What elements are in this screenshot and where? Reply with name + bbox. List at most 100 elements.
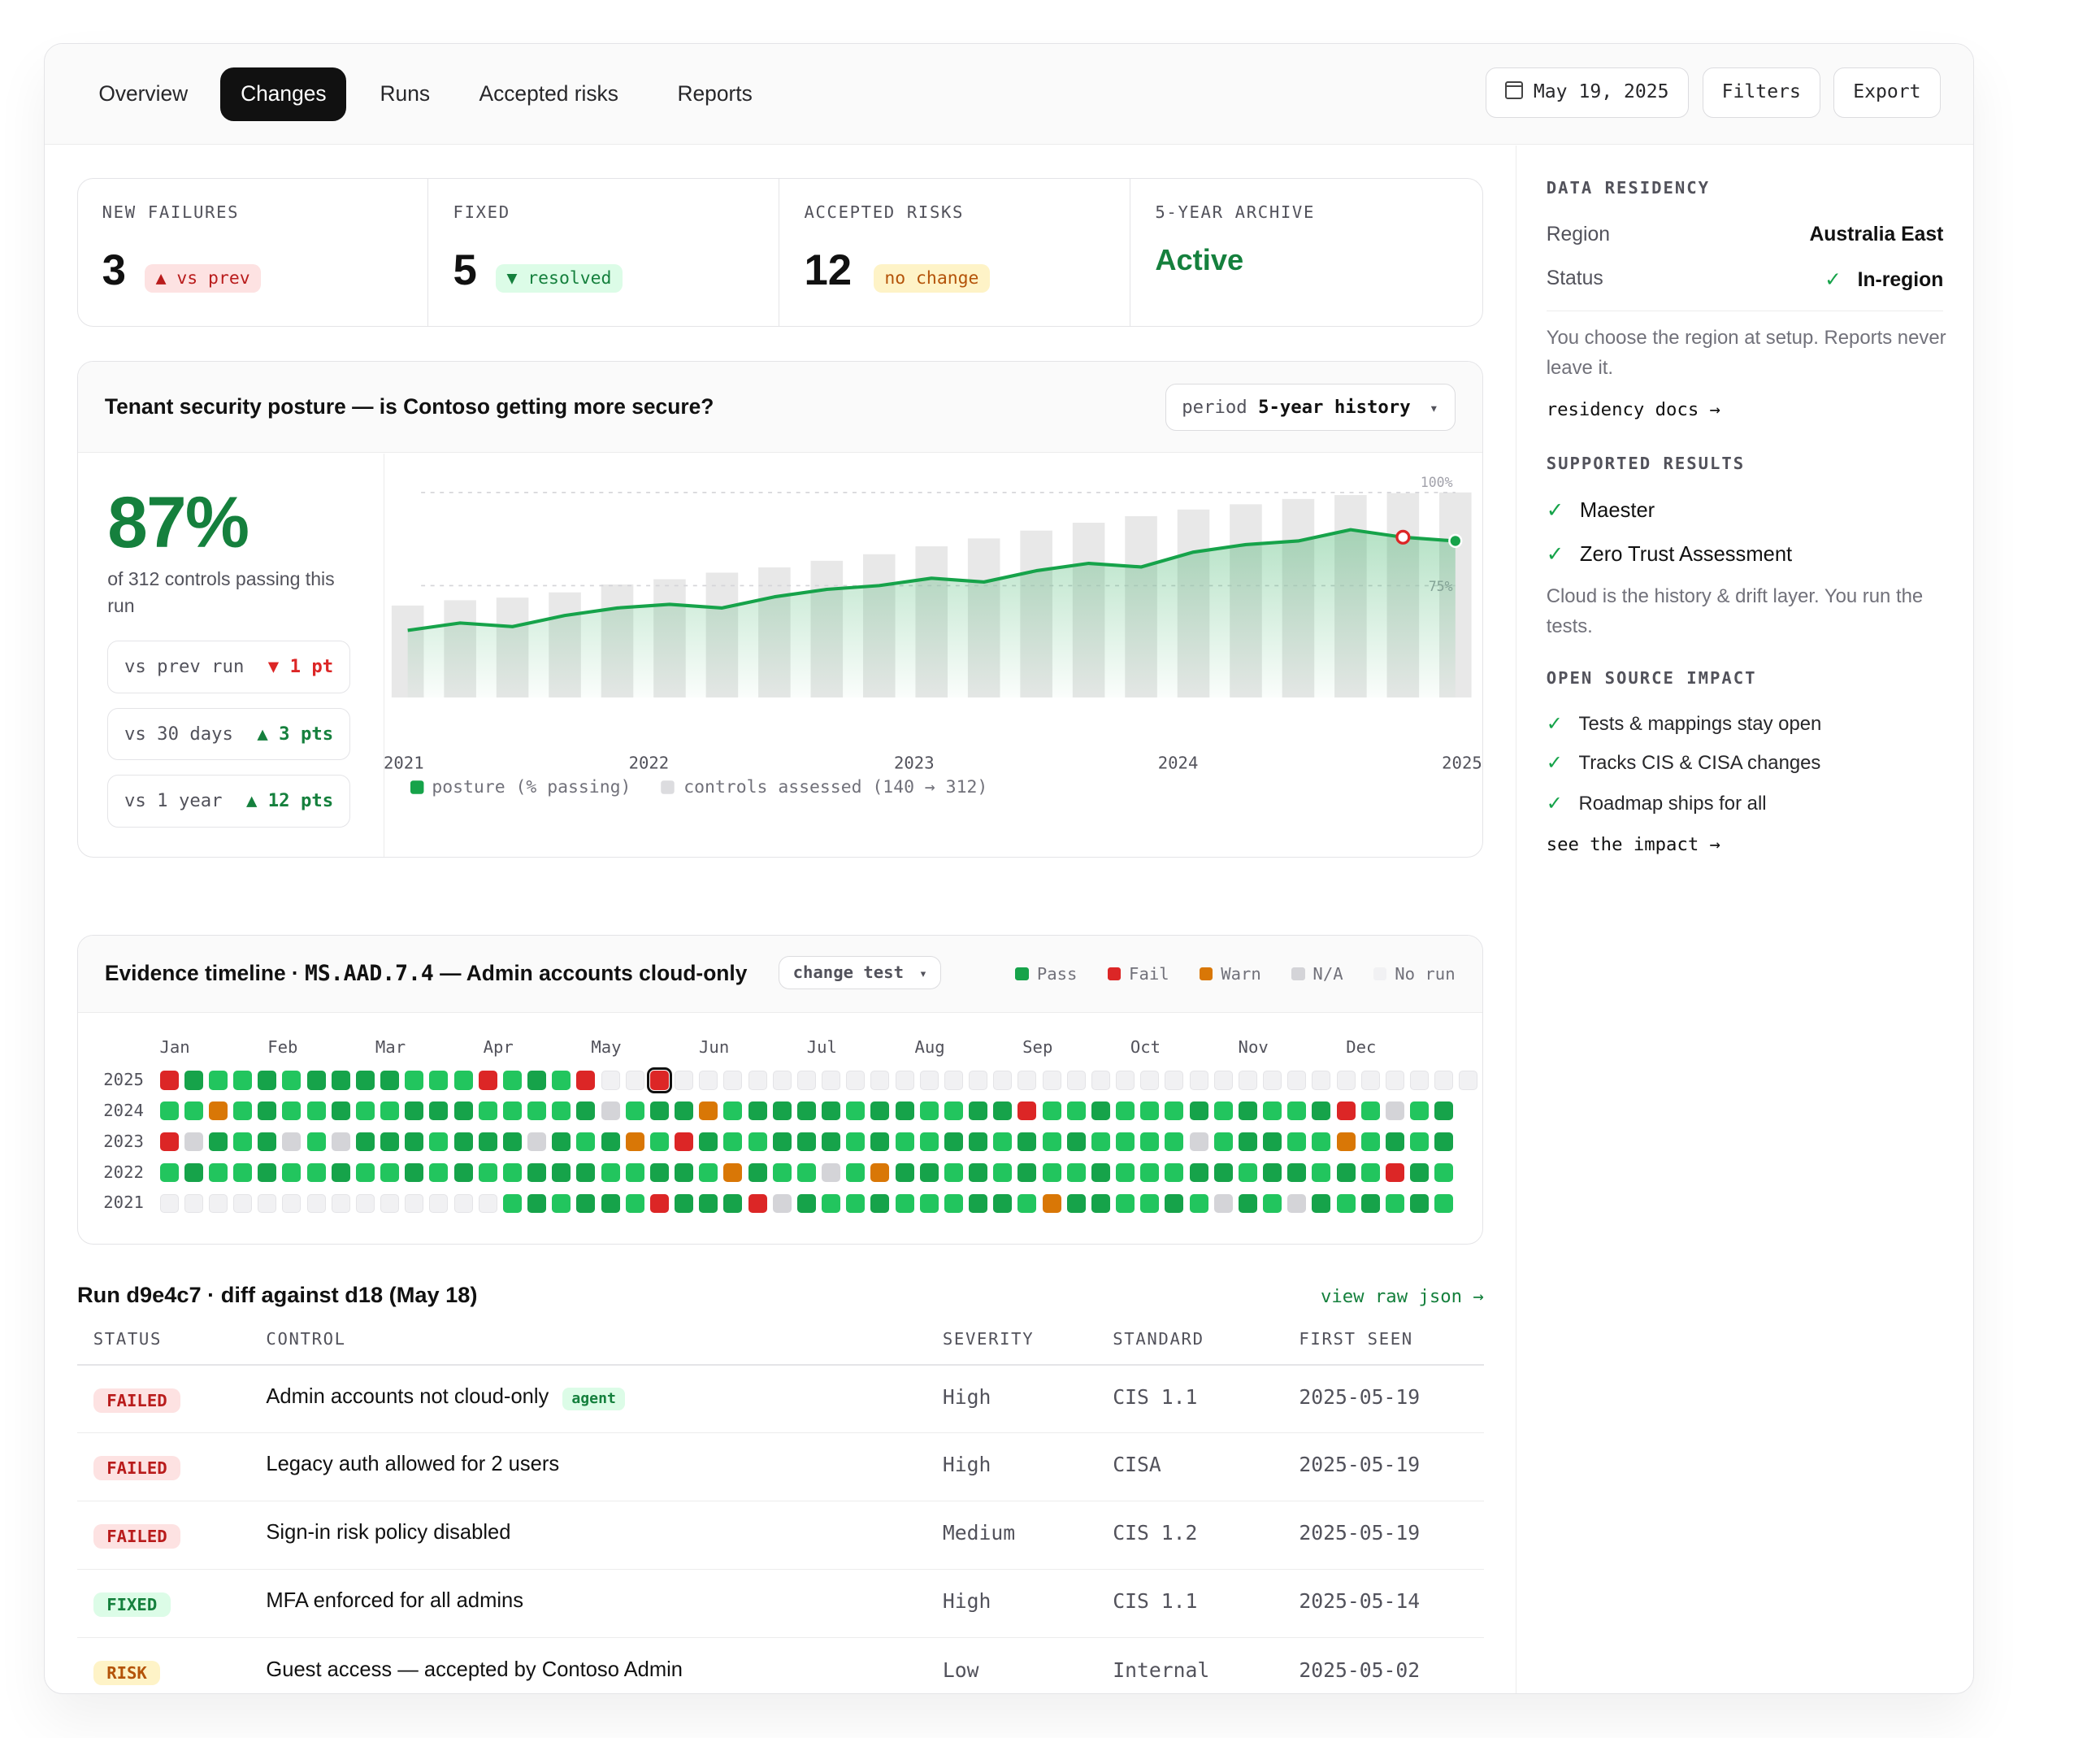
evidence-cell[interactable] xyxy=(748,1132,767,1152)
date-picker-button[interactable]: May 19, 2025 xyxy=(1485,67,1689,118)
evidence-cell[interactable] xyxy=(993,1194,1013,1214)
evidence-cell[interactable] xyxy=(184,1163,203,1183)
evidence-cell[interactable] xyxy=(969,1071,988,1090)
evidence-cell[interactable] xyxy=(772,1101,792,1121)
evidence-cell[interactable] xyxy=(649,1101,669,1121)
evidence-cell[interactable] xyxy=(772,1194,792,1214)
evidence-cell[interactable] xyxy=(1459,1071,1478,1090)
filters-button[interactable]: Filters xyxy=(1702,67,1820,118)
evidence-cell[interactable] xyxy=(184,1194,203,1214)
evidence-cell[interactable] xyxy=(552,1071,571,1090)
evidence-cell[interactable] xyxy=(723,1101,743,1121)
table-row[interactable]: FAILED Legacy auth allowed for 2 users H… xyxy=(76,1432,1484,1501)
evidence-cell[interactable] xyxy=(699,1163,718,1183)
evidence-cell[interactable] xyxy=(576,1163,596,1183)
evidence-cell[interactable] xyxy=(944,1071,963,1090)
evidence-cell[interactable] xyxy=(1287,1194,1307,1214)
evidence-cell[interactable] xyxy=(1336,1071,1356,1090)
evidence-cell[interactable] xyxy=(331,1163,350,1183)
evidence-cell[interactable] xyxy=(1312,1163,1331,1183)
evidence-cell[interactable] xyxy=(1287,1132,1307,1152)
evidence-cell[interactable] xyxy=(184,1071,203,1090)
evidence-cell[interactable] xyxy=(1385,1071,1404,1090)
evidence-cell[interactable] xyxy=(502,1101,522,1121)
evidence-cell[interactable] xyxy=(208,1194,228,1214)
evidence-cell[interactable] xyxy=(233,1101,253,1121)
evidence-cell[interactable] xyxy=(675,1132,694,1152)
evidence-cell[interactable] xyxy=(1066,1194,1086,1214)
evidence-cell[interactable] xyxy=(355,1132,375,1152)
evidence-cell[interactable] xyxy=(331,1071,350,1090)
evidence-cell[interactable] xyxy=(405,1101,424,1121)
evidence-cell[interactable] xyxy=(233,1163,253,1183)
evidence-cell[interactable] xyxy=(796,1101,816,1121)
evidence-cell-selected[interactable] xyxy=(646,1067,673,1094)
evidence-cell[interactable] xyxy=(895,1101,914,1121)
evidence-cell[interactable] xyxy=(306,1163,326,1183)
evidence-cell[interactable] xyxy=(675,1071,694,1090)
evidence-cell[interactable] xyxy=(1336,1132,1356,1152)
tab-runs[interactable]: Runs xyxy=(380,81,431,106)
evidence-cell[interactable] xyxy=(1385,1132,1404,1152)
evidence-cell[interactable] xyxy=(625,1194,644,1214)
evidence-cell[interactable] xyxy=(895,1132,914,1152)
evidence-cell[interactable] xyxy=(453,1071,473,1090)
evidence-cell[interactable] xyxy=(184,1132,203,1152)
evidence-cell[interactable] xyxy=(1042,1194,1061,1214)
evidence-cell[interactable] xyxy=(208,1101,228,1121)
evidence-cell[interactable] xyxy=(1189,1194,1208,1214)
evidence-cell[interactable] xyxy=(380,1194,400,1214)
evidence-cell[interactable] xyxy=(1263,1132,1282,1152)
evidence-cell[interactable] xyxy=(502,1132,522,1152)
evidence-cell[interactable] xyxy=(1165,1101,1184,1121)
evidence-cell[interactable] xyxy=(601,1194,620,1214)
evidence-cell[interactable] xyxy=(1434,1194,1454,1214)
evidence-cell[interactable] xyxy=(822,1194,841,1214)
evidence-cell[interactable] xyxy=(429,1132,449,1152)
evidence-cell[interactable] xyxy=(822,1071,841,1090)
evidence-cell[interactable] xyxy=(625,1101,644,1121)
evidence-cell[interactable] xyxy=(723,1194,743,1214)
evidence-cell[interactable] xyxy=(1385,1163,1404,1183)
evidence-cell[interactable] xyxy=(159,1071,179,1090)
evidence-cell[interactable] xyxy=(1287,1163,1307,1183)
evidence-cell[interactable] xyxy=(1091,1071,1110,1090)
evidence-cell[interactable] xyxy=(699,1071,718,1090)
evidence-cell[interactable] xyxy=(1336,1101,1356,1121)
evidence-cell[interactable] xyxy=(969,1163,988,1183)
table-row[interactable]: FAILED Sign-in risk policy disabled Medi… xyxy=(76,1500,1484,1570)
evidence-cell[interactable] xyxy=(380,1132,400,1152)
evidence-cell[interactable] xyxy=(478,1101,497,1121)
evidence-cell[interactable] xyxy=(846,1163,866,1183)
evidence-cell[interactable] xyxy=(1017,1132,1037,1152)
evidence-cell[interactable] xyxy=(405,1071,424,1090)
evidence-cell[interactable] xyxy=(1165,1071,1184,1090)
evidence-cell[interactable] xyxy=(527,1101,547,1121)
evidence-cell[interactable] xyxy=(159,1163,179,1183)
evidence-cell[interactable] xyxy=(699,1132,718,1152)
export-button[interactable]: Export xyxy=(1833,67,1941,118)
evidence-cell[interactable] xyxy=(306,1071,326,1090)
evidence-cell[interactable] xyxy=(306,1101,326,1121)
evidence-cell[interactable] xyxy=(649,1132,669,1152)
evidence-cell[interactable] xyxy=(1017,1194,1037,1214)
evidence-cell[interactable] xyxy=(380,1101,400,1121)
evidence-cell[interactable] xyxy=(429,1194,449,1214)
evidence-cell[interactable] xyxy=(846,1132,866,1152)
evidence-cell[interactable] xyxy=(625,1132,644,1152)
evidence-cell[interactable] xyxy=(1165,1163,1184,1183)
evidence-cell[interactable] xyxy=(625,1071,644,1090)
evidence-cell[interactable] xyxy=(429,1101,449,1121)
evidence-cell[interactable] xyxy=(502,1163,522,1183)
residency-docs-link[interactable]: residency docs → xyxy=(1546,398,1721,420)
evidence-cell[interactable] xyxy=(1140,1071,1160,1090)
evidence-cell[interactable] xyxy=(1017,1101,1037,1121)
evidence-cell[interactable] xyxy=(822,1132,841,1152)
evidence-cell[interactable] xyxy=(282,1194,302,1214)
evidence-cell[interactable] xyxy=(1091,1163,1110,1183)
evidence-cell[interactable] xyxy=(258,1194,277,1214)
evidence-cell[interactable] xyxy=(1116,1163,1135,1183)
evidence-cell[interactable] xyxy=(1189,1163,1208,1183)
evidence-cell[interactable] xyxy=(1287,1101,1307,1121)
evidence-cell[interactable] xyxy=(1410,1194,1430,1214)
